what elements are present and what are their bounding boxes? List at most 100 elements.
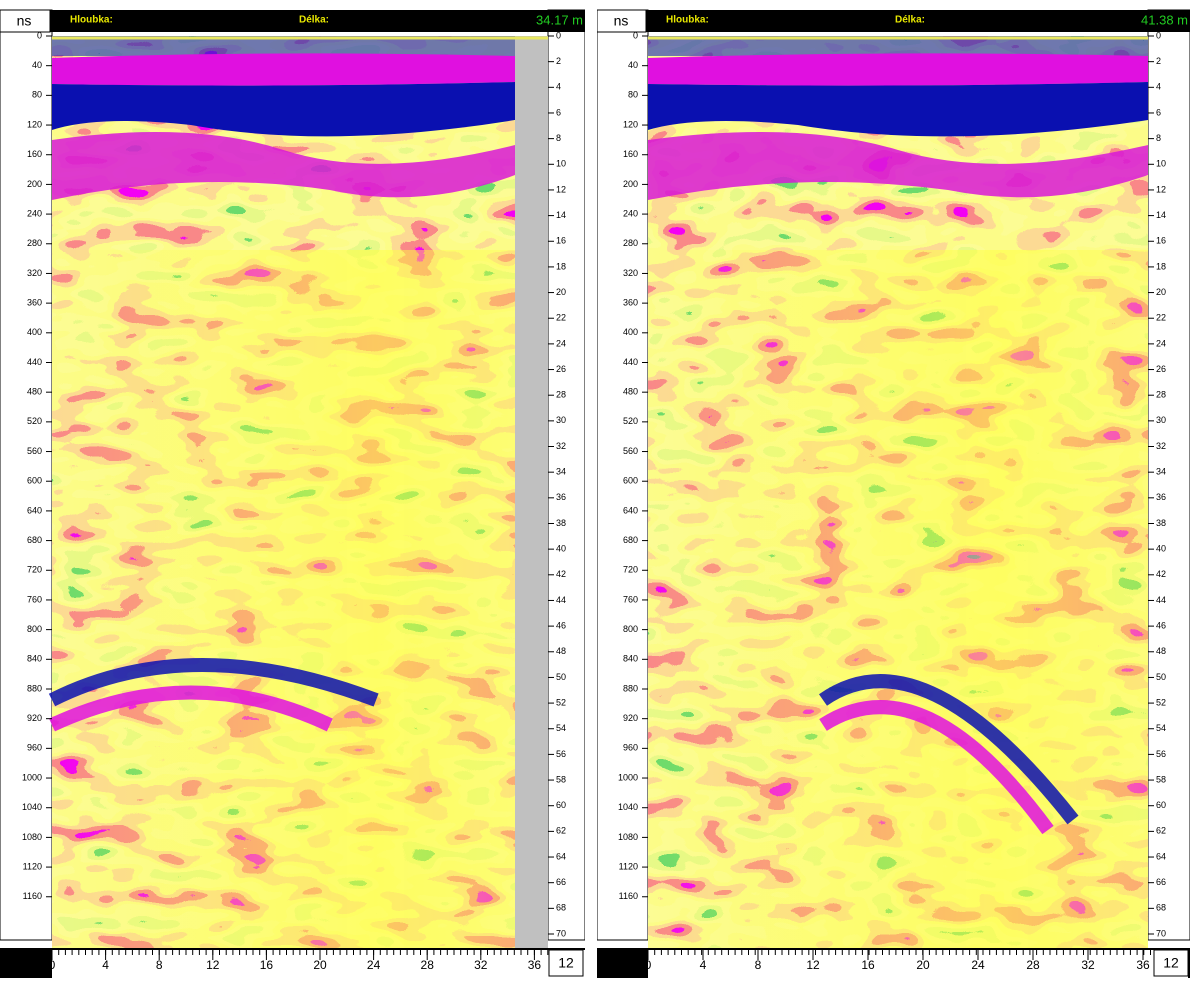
attenuation-fade xyxy=(648,250,1148,950)
right-tick-label: 8 xyxy=(1156,133,1161,143)
right-tick-label: 42 xyxy=(556,569,566,579)
right-tick-label: 66 xyxy=(556,877,566,887)
right-tick-label: 18 xyxy=(556,261,566,271)
left-tick-label: 0 xyxy=(37,30,42,40)
left-tick-label: 760 xyxy=(623,594,638,604)
left-tick-label: 760 xyxy=(27,594,42,604)
left-tick-label: 160 xyxy=(27,149,42,159)
right-tick-label: 50 xyxy=(556,672,566,682)
right-axis-bg xyxy=(1148,10,1190,940)
right-tick-label: 22 xyxy=(1156,313,1166,323)
right-tick-label: 2 xyxy=(556,56,561,66)
right-tick-label: 52 xyxy=(556,697,566,707)
left-tick-label: 240 xyxy=(623,208,638,218)
left-tick-label: 600 xyxy=(623,476,638,486)
right-axis-bg xyxy=(548,10,585,940)
left-tick-label: 480 xyxy=(623,387,638,397)
right-tick-label: 14 xyxy=(556,210,566,220)
left-tick-label: 1160 xyxy=(619,891,638,901)
right-tick-label: 30 xyxy=(556,415,566,425)
right-tick-label: 64 xyxy=(1156,851,1166,861)
bottom-tick-label: 4 xyxy=(102,958,109,972)
bottom-tick-label: 16 xyxy=(861,958,875,972)
length-label: Délka: xyxy=(299,15,329,26)
length-value: 34.17 m xyxy=(536,12,583,27)
right-tick-label: 16 xyxy=(556,236,566,246)
right-tick-label: 60 xyxy=(1156,800,1166,810)
right-tick-label: 70 xyxy=(1156,928,1166,938)
left-tick-label: 680 xyxy=(27,535,42,545)
bottom-tick-label: 4 xyxy=(700,958,707,972)
left-tick-label: 400 xyxy=(623,327,638,337)
left-tick-label: 560 xyxy=(27,446,42,456)
left-tick-label: 40 xyxy=(628,60,638,70)
left-tick-label: 920 xyxy=(27,713,42,723)
right-tick-label: 12 xyxy=(1156,184,1166,194)
left-tick-label: 440 xyxy=(27,357,42,367)
right-tick-label: 20 xyxy=(1156,287,1166,297)
right-tick-label: 24 xyxy=(556,338,566,348)
left-tick-label: 680 xyxy=(623,535,638,545)
left-tick-label: 40 xyxy=(32,60,42,70)
left-tick-label: 1080 xyxy=(618,832,638,842)
left-tick-label: 960 xyxy=(623,743,638,753)
right-tick-label: 56 xyxy=(1156,749,1166,759)
left-tick-label: 520 xyxy=(27,416,42,426)
left-tick-label: 80 xyxy=(628,90,638,100)
right-tick-label: 62 xyxy=(1156,826,1166,836)
right-tick-label: 54 xyxy=(1156,723,1166,733)
left-tick-label: 360 xyxy=(27,298,42,308)
right-tick-label: 14 xyxy=(1156,210,1166,220)
right-tick-label: 2 xyxy=(1156,56,1161,66)
left-tick-label: 480 xyxy=(27,387,42,397)
bottom-tick-label: 20 xyxy=(313,958,327,972)
right-tick-label: 4 xyxy=(556,82,561,92)
length-value: 41.38 m xyxy=(1141,12,1188,27)
bottom-tick-label: 16 xyxy=(260,958,274,972)
bottom-tick-label: 36 xyxy=(1136,958,1150,972)
left-tick-label: 1040 xyxy=(22,802,42,812)
right-tick-label: 44 xyxy=(1156,595,1166,605)
right-tick-label: 4 xyxy=(1156,82,1161,92)
depth-label: Hloubka: xyxy=(70,15,113,26)
right-tick-label: 26 xyxy=(1156,364,1166,374)
bottom-tick-label: 20 xyxy=(916,958,930,972)
right-tick-label: 36 xyxy=(556,492,566,502)
right-tick-label: 24 xyxy=(1156,338,1166,348)
left-tick-label: 400 xyxy=(27,327,42,337)
right-tick-label: 38 xyxy=(556,518,566,528)
right-tick-label: 8 xyxy=(556,133,561,143)
right-tick-label: 58 xyxy=(556,774,566,784)
right-tick-label: 68 xyxy=(556,903,566,913)
left-tick-label: 160 xyxy=(623,149,638,159)
left-tick-label: 1120 xyxy=(619,861,638,871)
right-tick-label: 16 xyxy=(1156,236,1166,246)
left-tick-label: 880 xyxy=(623,683,638,693)
left-tick-label: 800 xyxy=(27,624,42,634)
left-tick-label: 120 xyxy=(27,119,42,129)
direct-wave-magenta xyxy=(648,53,1148,85)
right-tick-label: 46 xyxy=(556,620,566,630)
left-tick-label: 1160 xyxy=(23,891,42,901)
left-tick-label: 720 xyxy=(27,565,42,575)
right-tick-label: 62 xyxy=(556,826,566,836)
right-tick-label: 32 xyxy=(556,441,566,451)
right-tick-label: 52 xyxy=(1156,697,1166,707)
bottom-tick-label: 32 xyxy=(474,958,488,972)
right-tick-label: 56 xyxy=(556,749,566,759)
left-tick-label: 320 xyxy=(27,268,42,278)
right-tick-label: 54 xyxy=(556,723,566,733)
corner-label: 12 xyxy=(558,955,574,971)
right-tick-label: 26 xyxy=(556,364,566,374)
radargram-view: nsHloubka:Délka:34.17 m04080120160200240… xyxy=(0,0,1190,978)
right-tick-label: 60 xyxy=(556,800,566,810)
right-tick-label: 20 xyxy=(556,287,566,297)
bottom-tick-label: 8 xyxy=(755,958,762,972)
right-tick-label: 42 xyxy=(1156,569,1166,579)
bottom-tick-label: 32 xyxy=(1081,958,1095,972)
left-tick-label: 640 xyxy=(623,505,638,515)
left-tick-label: 0 xyxy=(633,30,638,40)
